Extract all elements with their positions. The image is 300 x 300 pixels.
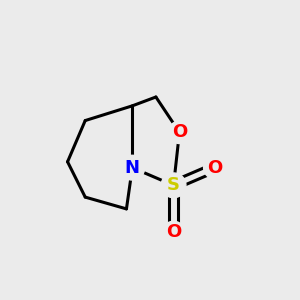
Text: O: O — [172, 123, 187, 141]
Circle shape — [162, 221, 185, 244]
Circle shape — [161, 173, 186, 198]
Text: S: S — [167, 176, 180, 194]
Text: O: O — [166, 224, 181, 242]
Circle shape — [120, 155, 145, 180]
Circle shape — [168, 121, 190, 143]
Circle shape — [204, 157, 226, 179]
Text: O: O — [207, 159, 222, 177]
Text: N: N — [125, 159, 140, 177]
